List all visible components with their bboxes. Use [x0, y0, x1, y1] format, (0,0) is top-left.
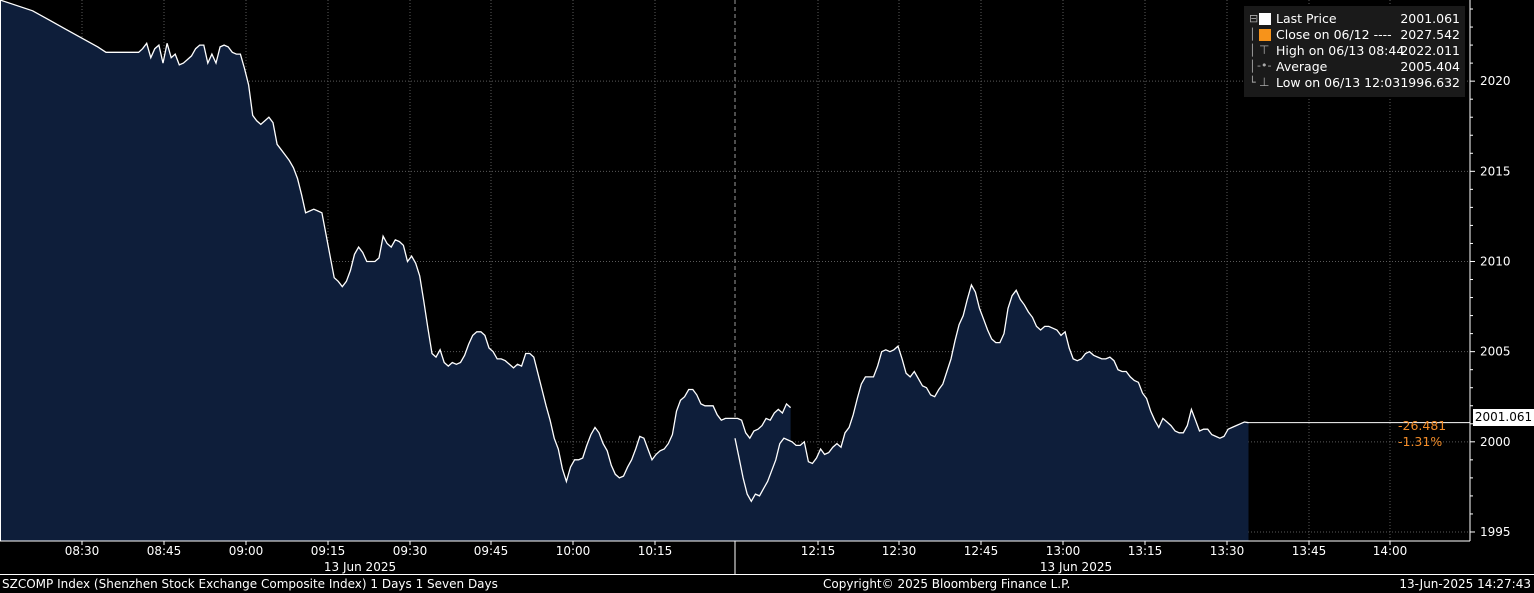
y-tick-label: 1995	[1480, 525, 1511, 539]
y-tick-label: 2000	[1480, 435, 1511, 449]
price-area	[0, 0, 1249, 541]
footer-security-description: SZCOMP Index (Shenzhen Stock Exchange Co…	[2, 577, 498, 591]
legend-label: Close on 06/12 ----	[1276, 27, 1392, 42]
tree-corner-icon: └	[1249, 76, 1256, 89]
x-tick-label: 13:15	[1128, 544, 1163, 558]
x-tick-label: 10:15	[638, 544, 673, 558]
x-tick-label: 09:00	[229, 544, 264, 558]
white-square-icon	[1259, 13, 1271, 25]
x-tick-label: 12:30	[882, 544, 917, 558]
legend-label: Last Price	[1276, 11, 1337, 26]
x-tick-label: 09:45	[474, 544, 509, 558]
pct-change: -1.31%	[1398, 434, 1443, 449]
x-tick-label: 08:30	[65, 544, 100, 558]
date-label-session1: 13 Jun 2025	[324, 560, 396, 574]
session2-fill	[735, 284, 1249, 541]
x-tick-label: 10:00	[556, 544, 591, 558]
x-tick-label: 13:00	[1046, 544, 1081, 558]
y-tick-label: 2010	[1480, 254, 1511, 268]
legend: ⊟ Last Price 2001.061 │ Close on 06/12 -…	[1244, 6, 1465, 97]
footer-timestamp: 13-Jun-2025 14:27:43	[1399, 577, 1531, 591]
legend-value: 1996.632	[1400, 75, 1460, 90]
legend-label: Low on 06/13 12:03	[1276, 75, 1401, 90]
x-tick-label: 12:15	[801, 544, 836, 558]
x-tick-label: 08:45	[147, 544, 182, 558]
tree-line-icon: │	[1249, 44, 1256, 57]
legend-label: Average	[1276, 59, 1328, 74]
legend-value: 2001.061	[1400, 11, 1460, 26]
legend-row-last-price: ⊟ Last Price 2001.061	[1244, 11, 1465, 27]
legend-label: High on 06/13 08:44	[1276, 43, 1405, 58]
legend-row-high: │ ⊤ High on 06/13 08:44 2022.011	[1244, 43, 1465, 59]
legend-row-average: │ -•- Average 2005.404	[1244, 59, 1465, 75]
footer-copyright: Copyright© 2025 Bloomberg Finance L.P.	[823, 577, 1071, 591]
y-tick-label: 2015	[1480, 164, 1511, 178]
orange-square-icon	[1259, 29, 1271, 41]
tick-labels: 1995 2000 2005 2010 2015 2020 08:30 08:45 09:00 0…	[65, 74, 1511, 574]
low-marker-icon: ⊥	[1259, 75, 1270, 89]
high-marker-icon: ⊤	[1259, 43, 1270, 57]
y-tick-label: 2005	[1480, 345, 1511, 359]
legend-value: 2005.404	[1400, 59, 1460, 74]
session2-line	[734, 283, 1249, 503]
x-tick-label: 12:45	[964, 544, 999, 558]
net-change: -26.481	[1398, 418, 1447, 433]
x-tick-label: 09:15	[311, 544, 346, 558]
date-label-session2: 13 Jun 2025	[1040, 560, 1112, 574]
x-tick-label: 13:30	[1210, 544, 1245, 558]
tree-line-icon: │	[1249, 60, 1256, 73]
session1-fill	[0, 0, 791, 541]
tree-line-icon: │	[1249, 28, 1256, 41]
axes	[0, 0, 1534, 575]
legend-row-close: │ Close on 06/12 ---- 2027.542	[1244, 27, 1465, 43]
x-tick-label: 13:45	[1292, 544, 1327, 558]
collapse-icon[interactable]: ⊟	[1249, 12, 1259, 25]
x-tick-label: 09:30	[393, 544, 428, 558]
last-price-tag: 2001.061	[1473, 409, 1534, 426]
y-tick-label: 2020	[1480, 74, 1511, 88]
x-tick-label: 14:00	[1373, 544, 1408, 558]
legend-value: 2022.011	[1400, 43, 1460, 58]
legend-value: 2027.542	[1400, 27, 1460, 42]
average-marker-icon: -•-	[1257, 59, 1272, 72]
legend-row-low: └ ⊥ Low on 06/13 12:03 1996.632	[1244, 75, 1465, 91]
session1-line	[0, 0, 792, 484]
